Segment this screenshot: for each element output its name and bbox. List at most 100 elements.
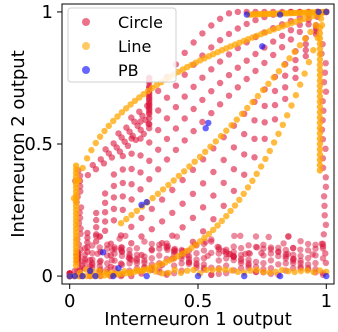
line-point (249, 98, 256, 106)
circle-point (148, 205, 155, 213)
pb-point (323, 272, 330, 280)
circle-point (148, 226, 155, 233)
circle-point (144, 102, 151, 110)
circle-point (189, 190, 197, 197)
circle-point (199, 74, 206, 81)
line-point (236, 196, 243, 203)
legend-marker (82, 66, 90, 74)
circle-point (271, 101, 279, 109)
circle-point (190, 127, 197, 135)
circle-point (77, 204, 85, 211)
line-point (265, 80, 272, 88)
circle-point (282, 260, 289, 267)
circle-point (155, 166, 162, 173)
line-point (121, 268, 128, 275)
line-point (170, 177, 177, 184)
circle-point (89, 161, 97, 169)
line-point (96, 133, 104, 140)
circle-point (312, 259, 319, 267)
circle-point (199, 96, 206, 104)
circle-point (216, 37, 224, 44)
circle-point (245, 256, 252, 263)
x-axis-label: Interneuron 1 output (104, 309, 292, 330)
circle-point (214, 243, 221, 250)
circle-point (137, 169, 144, 176)
y-tick-label: 0.5 (24, 134, 53, 155)
line-point (316, 29, 324, 37)
pb-point (243, 11, 250, 18)
line-point (88, 146, 95, 154)
line-point (316, 93, 324, 100)
circle-point (241, 130, 248, 138)
line-point (316, 66, 324, 74)
circle-point (312, 241, 319, 248)
legend: Circle Line PB (67, 7, 177, 83)
circle-point (189, 214, 197, 221)
circle-point (226, 250, 234, 258)
line-point (316, 88, 324, 95)
line-point (259, 268, 267, 276)
line-point (95, 267, 103, 274)
circle-point (208, 66, 215, 73)
line-point (217, 132, 225, 140)
circle-point (94, 250, 101, 257)
circle-point (237, 232, 244, 239)
circle-point (321, 212, 328, 219)
circle-point (225, 92, 233, 99)
line-point (316, 24, 324, 31)
circle-point (261, 102, 268, 110)
circle-point (261, 59, 268, 67)
circle-point (172, 82, 180, 89)
line-point (257, 163, 265, 170)
circle-point (148, 240, 155, 248)
circle-point (208, 109, 215, 117)
circle-point (155, 87, 162, 95)
pb-point (315, 8, 322, 16)
circle-point (93, 224, 100, 231)
circle-point (208, 22, 215, 29)
circle-point (230, 243, 237, 250)
pb-point (66, 272, 73, 280)
circle-point (243, 75, 250, 83)
line-point (222, 266, 229, 273)
circle-point (84, 171, 92, 179)
line-point (266, 269, 273, 276)
circle-point (110, 171, 118, 178)
line-point (127, 270, 134, 277)
x-tick-label: 0.5 (184, 291, 213, 312)
line-point (228, 122, 235, 129)
circle-point (282, 84, 289, 91)
line-point (105, 122, 113, 129)
line-point (152, 268, 159, 275)
legend-box (67, 7, 177, 83)
circle-point (148, 247, 155, 254)
line-point (184, 267, 191, 274)
line-point (281, 61, 288, 68)
circle-point (208, 271, 215, 278)
line-point (102, 269, 109, 276)
line-point (196, 153, 204, 160)
circle-point (163, 94, 171, 101)
circle-point (193, 250, 200, 257)
y-tick-label: 1 (42, 2, 53, 23)
line-point (288, 102, 295, 109)
line-point (316, 151, 324, 158)
line-point (149, 194, 156, 202)
circle-point (185, 258, 193, 266)
x-tick-label: 0 (64, 291, 75, 312)
line-point (177, 269, 185, 277)
circle-point (260, 260, 267, 267)
circle-point (128, 223, 135, 230)
circle-point (321, 202, 328, 209)
circle-point (320, 193, 328, 200)
pb-series (66, 8, 330, 280)
line-point (218, 217, 226, 225)
circle-point (258, 249, 265, 257)
line-series (66, 8, 330, 280)
line-point (259, 86, 267, 94)
circle-point (125, 255, 133, 262)
circle-point (275, 261, 282, 268)
line-point (297, 267, 305, 275)
line-point (210, 226, 217, 234)
circle-point (84, 234, 91, 241)
